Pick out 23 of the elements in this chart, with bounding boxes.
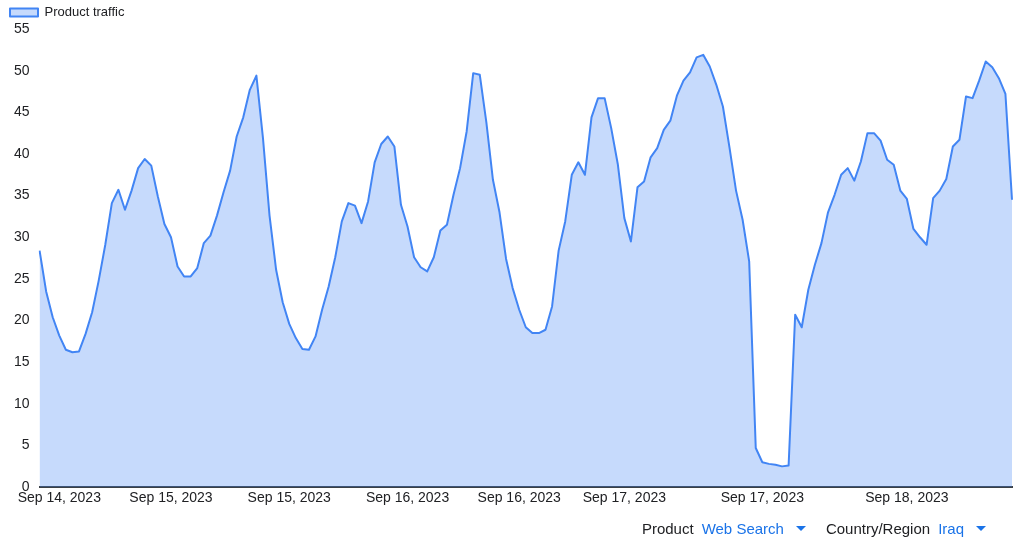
x-tick-label: Sep 17, 2023 (582, 489, 667, 506)
y-tick-label: 35 (13, 186, 30, 203)
text: Product (641, 520, 694, 537)
x-tick-label: Sep 18, 2023 (865, 489, 949, 506)
y-tick-label: 5 (21, 436, 30, 453)
text: Iraq (938, 520, 964, 537)
y-tick-label: 50 (13, 61, 30, 78)
text: Country/Region (825, 520, 931, 537)
y-tick-label: 15 (13, 353, 30, 370)
y-tick-label: 30 (13, 228, 30, 245)
x-tick-label: Sep 17, 2023 (720, 489, 805, 506)
y-tick-label: 20 (13, 311, 30, 328)
text: Web Search (701, 520, 784, 537)
x-tick-label: Sep 16, 2023 (365, 489, 450, 506)
y-tick-label: 45 (13, 103, 30, 120)
y-tick-label: 40 (13, 144, 30, 161)
y-tick-label: 25 (13, 269, 30, 286)
legend-label: Product traffic (44, 4, 125, 20)
x-tick-label: Sep 15, 2023 (247, 489, 332, 506)
x-tick-label: Sep 15, 2023 (129, 489, 213, 506)
x-tick-label: Sep 16, 2023 (477, 489, 562, 506)
y-tick-label: 55 (13, 19, 30, 36)
y-tick-label: 10 (13, 394, 30, 411)
